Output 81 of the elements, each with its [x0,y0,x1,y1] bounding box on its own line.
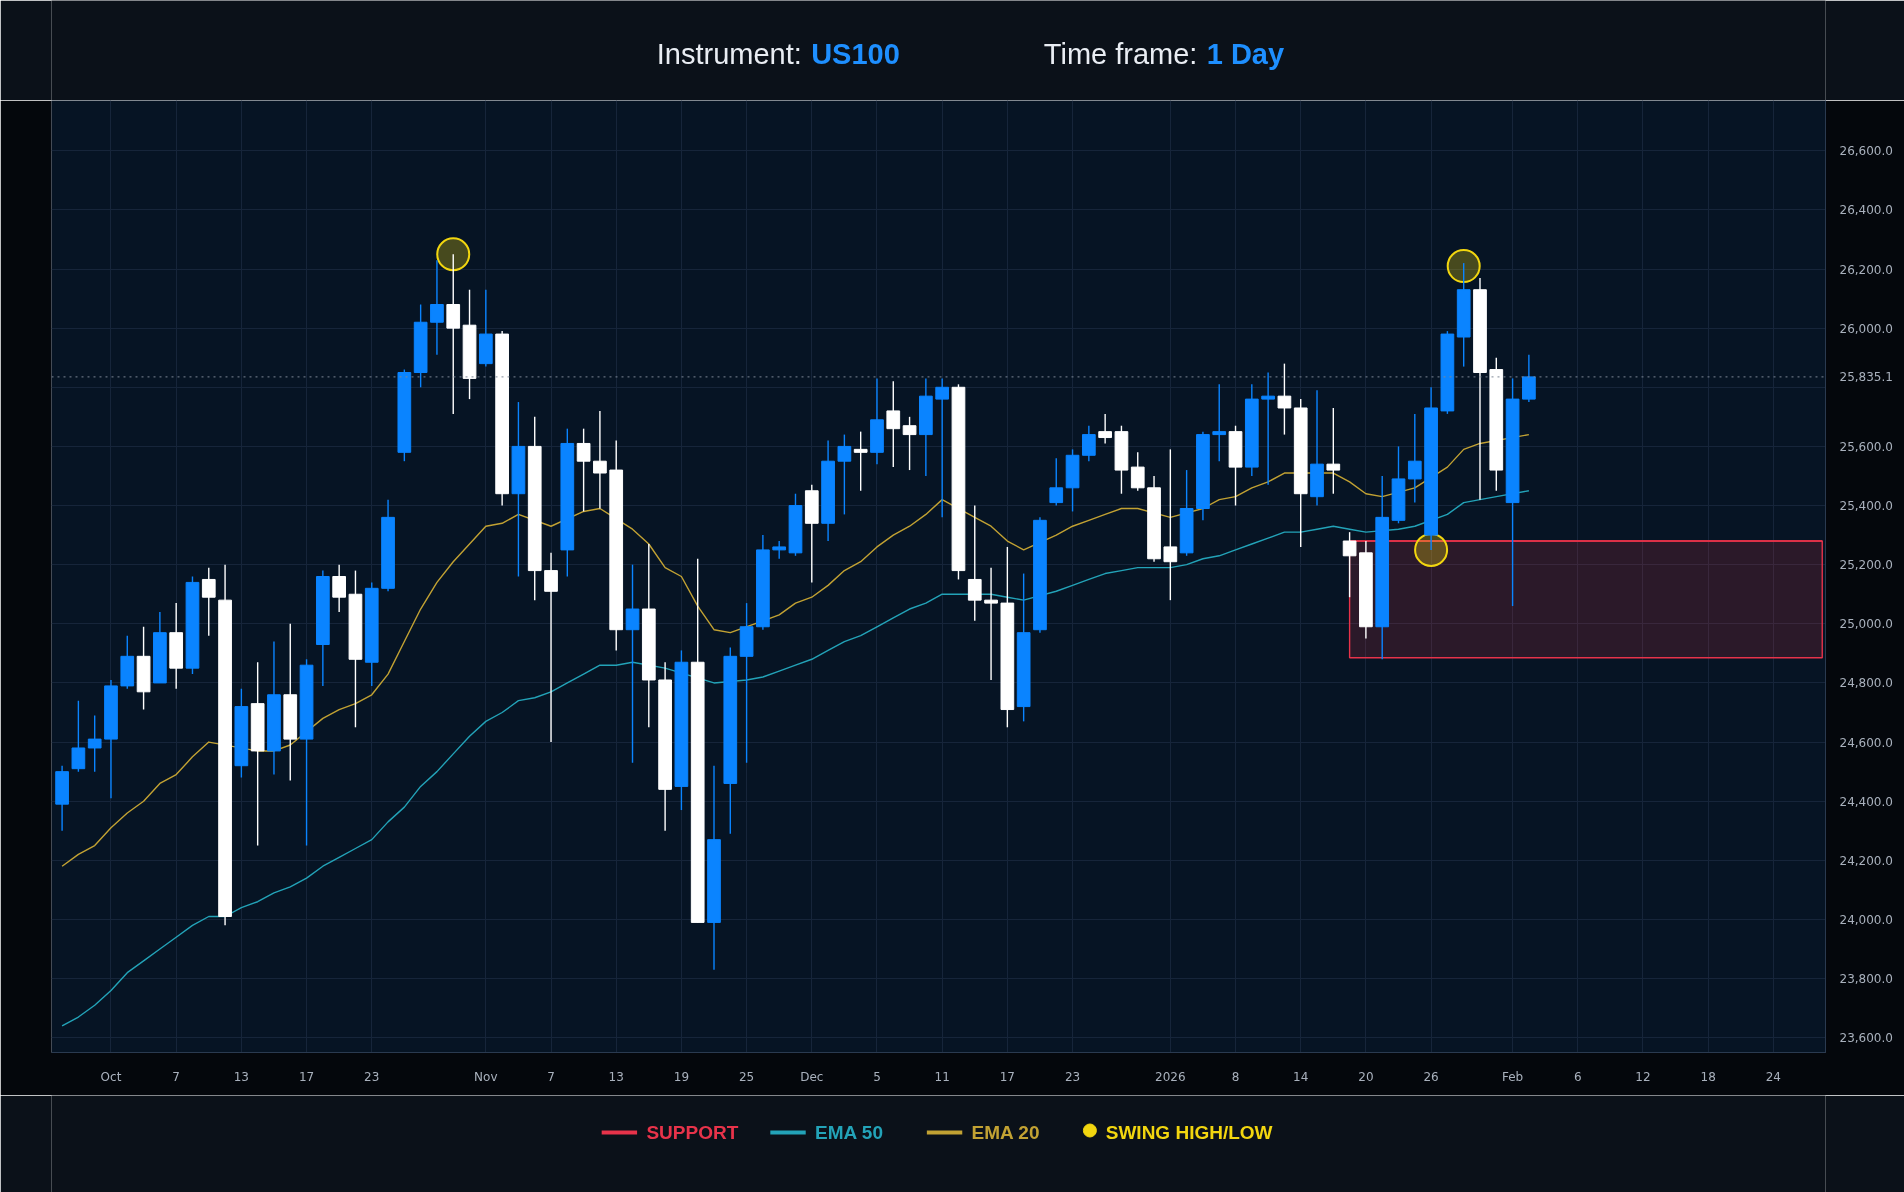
y-tick-label: 26,400.0 [1839,203,1893,218]
candlestick [1049,457,1064,507]
y-tick-label: 25,000.0 [1839,617,1893,632]
candlestick [1326,407,1341,495]
legend-label: EMA 50 [815,1122,883,1143]
y-tick-label: 26,200.0 [1839,262,1893,277]
point [1414,532,1449,567]
candlestick [967,504,982,622]
x-tick-label: 8 [1231,1069,1240,1084]
candlestick [1522,354,1536,403]
y-tick-label: 23,600.0 [1839,1031,1893,1046]
candlestick [1098,413,1112,445]
y-tick-label: 24,600.0 [1839,735,1893,750]
candlestick [853,430,868,492]
x-tick-label: 18 [1700,1069,1716,1084]
candlestick [1261,371,1275,486]
chart-title: Instrument: US100 [656,37,900,70]
legend-label: SUPPORT [646,1122,739,1143]
candlestick [71,699,86,773]
ref-line-label: 25,835.1 [1839,370,1893,385]
x-tick-label: 17 [999,1069,1015,1084]
x-tick-label: 7 [172,1069,180,1084]
candlestick [935,377,950,519]
x-tick-label: 12 [1635,1069,1651,1084]
y-tick-label: 25,600.0 [1839,439,1893,454]
x-tick-label: 23 [1064,1069,1081,1084]
y-tick-label: 25,200.0 [1839,558,1893,573]
candlestick [87,714,102,773]
candlestick [593,410,607,510]
y-tick-label: 24,000.0 [1839,912,1893,927]
point [1446,249,1481,284]
candlestick [837,433,852,516]
x-tick-label: 26 [1423,1069,1439,1084]
x-tick-label: Nov [474,1069,498,1084]
x-tick-label: Oct [100,1069,122,1084]
candlestick [772,540,787,560]
candlestick [1407,413,1422,504]
y-tick-label: 26,000.0 [1839,321,1893,336]
x-tick-label: 24 [1765,1069,1781,1084]
candlestick [201,566,216,637]
candlestick [902,416,917,471]
candlestick [1212,383,1227,462]
x-tick-label: 23 [364,1069,380,1084]
y-tick-label: 26,600.0 [1839,144,1893,159]
y-tick-label: 24,400.0 [1839,794,1893,809]
candlestick [1277,362,1292,436]
chart-subtitle: Time frame: 1 Day [1043,37,1285,70]
x-tick-label: 14 [1293,1069,1309,1084]
x-tick-label: 20 [1358,1069,1374,1084]
y-tick-label: 25,400.0 [1839,499,1893,514]
candlestick [886,380,901,468]
candlestick [544,552,558,743]
y-tick-label: 24,800.0 [1839,676,1893,691]
x-tick-label: 5 [873,1069,881,1084]
legend-label: EMA 20 [971,1122,1040,1143]
x-tick-label: Feb [1501,1069,1524,1084]
candlestick [1163,448,1178,601]
x-tick-label: 17 [298,1069,315,1084]
x-tick-label: 6 [1573,1069,1582,1084]
candlestick [1081,425,1096,462]
legend-label: SWING HIGH/LOW [1105,1122,1273,1143]
x-tick-label: Dec [800,1069,824,1084]
candlestick [1130,451,1145,492]
x-tick-label: 19 [673,1069,690,1084]
candlestick [625,563,640,764]
y-tick-label: 23,800.0 [1839,972,1893,987]
candlestick [984,566,998,681]
candlestick [430,259,444,356]
candlestick [576,427,591,513]
candlestick [446,253,461,415]
candlestick [1342,531,1357,598]
point [436,237,471,272]
x-tick-label: 13 [608,1069,624,1084]
x-tick-label: 2026 [1155,1069,1186,1084]
line-series [61,490,1530,1027]
x-tick-label: 7 [547,1069,555,1084]
y-tick-label: 24,200.0 [1839,853,1893,868]
x-tick-label: 25 [738,1069,755,1084]
candlestick [332,563,347,613]
x-tick-label: 11 [934,1069,950,1084]
x-tick-label: 13 [233,1069,250,1084]
